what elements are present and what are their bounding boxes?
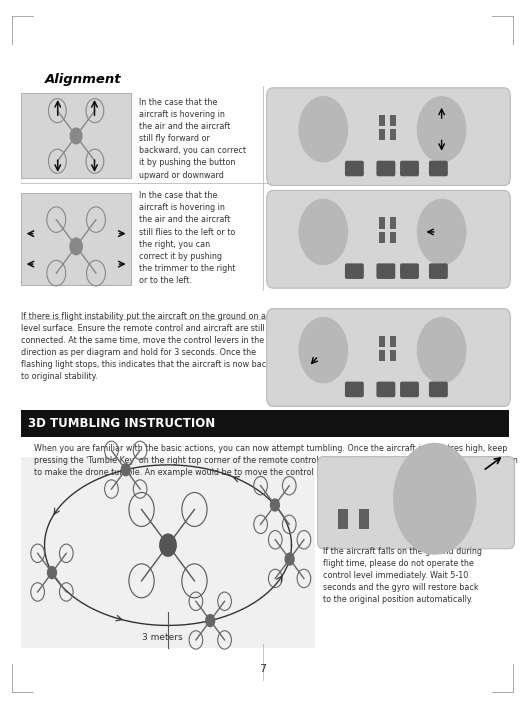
FancyBboxPatch shape [345, 161, 364, 176]
FancyBboxPatch shape [21, 457, 315, 648]
FancyBboxPatch shape [379, 350, 385, 361]
FancyBboxPatch shape [329, 459, 356, 479]
Text: If there is flight instability put the aircraft on the ground on a
level surface: If there is flight instability put the a… [21, 312, 271, 382]
Circle shape [299, 97, 348, 162]
FancyBboxPatch shape [390, 350, 396, 361]
FancyBboxPatch shape [400, 263, 419, 279]
FancyBboxPatch shape [473, 459, 501, 479]
FancyBboxPatch shape [390, 129, 396, 140]
FancyBboxPatch shape [429, 263, 448, 279]
FancyBboxPatch shape [359, 509, 370, 529]
Text: 3 meters: 3 meters [142, 633, 183, 642]
FancyBboxPatch shape [267, 190, 510, 288]
FancyBboxPatch shape [281, 89, 302, 112]
FancyBboxPatch shape [318, 457, 514, 549]
Circle shape [417, 318, 466, 383]
Circle shape [121, 464, 130, 476]
Circle shape [206, 615, 215, 627]
FancyBboxPatch shape [400, 382, 419, 397]
Circle shape [285, 553, 294, 565]
FancyBboxPatch shape [376, 263, 395, 279]
Circle shape [48, 566, 56, 578]
Text: When you are familiar with the basic actions, you can now attempt tumbling. Once: When you are familiar with the basic act… [34, 444, 518, 477]
FancyBboxPatch shape [379, 115, 385, 126]
Circle shape [417, 97, 466, 162]
FancyBboxPatch shape [390, 217, 396, 229]
Circle shape [299, 200, 348, 265]
FancyBboxPatch shape [429, 382, 448, 397]
Text: 3D TUMBLING INSTRUCTION: 3D TUMBLING INSTRUCTION [28, 417, 216, 430]
Text: 7: 7 [259, 664, 266, 674]
FancyBboxPatch shape [21, 193, 131, 285]
FancyBboxPatch shape [345, 382, 364, 397]
FancyBboxPatch shape [267, 309, 510, 406]
FancyBboxPatch shape [390, 232, 396, 243]
FancyBboxPatch shape [475, 310, 496, 333]
Circle shape [299, 318, 348, 383]
Circle shape [270, 499, 279, 511]
FancyBboxPatch shape [281, 192, 302, 215]
Circle shape [70, 128, 82, 144]
FancyBboxPatch shape [475, 192, 496, 215]
FancyBboxPatch shape [475, 89, 496, 112]
FancyBboxPatch shape [400, 161, 419, 176]
FancyBboxPatch shape [345, 263, 364, 279]
Text: In the case that the
aircraft is hovering in
the air and the aircraft
still fly : In the case that the aircraft is hoverin… [139, 98, 246, 180]
FancyBboxPatch shape [281, 310, 302, 333]
FancyBboxPatch shape [379, 232, 385, 243]
FancyBboxPatch shape [390, 336, 396, 347]
FancyBboxPatch shape [376, 382, 395, 397]
FancyBboxPatch shape [21, 93, 131, 178]
Circle shape [70, 238, 82, 255]
Text: In the case that the
aircraft is hovering in
the air and the aircraft
still flie: In the case that the aircraft is hoverin… [139, 191, 236, 285]
FancyBboxPatch shape [379, 336, 385, 347]
Circle shape [417, 200, 466, 265]
FancyBboxPatch shape [376, 161, 395, 176]
FancyBboxPatch shape [267, 88, 510, 185]
Text: Alignment: Alignment [45, 74, 121, 86]
Text: If the aircraft falls on the ground during
flight time, please do not operate th: If the aircraft falls on the ground duri… [323, 547, 482, 604]
FancyBboxPatch shape [21, 410, 509, 437]
FancyBboxPatch shape [379, 129, 385, 140]
FancyBboxPatch shape [429, 161, 448, 176]
Circle shape [160, 534, 176, 556]
FancyBboxPatch shape [390, 115, 396, 126]
Circle shape [394, 443, 476, 554]
FancyBboxPatch shape [338, 509, 349, 529]
FancyBboxPatch shape [379, 217, 385, 229]
